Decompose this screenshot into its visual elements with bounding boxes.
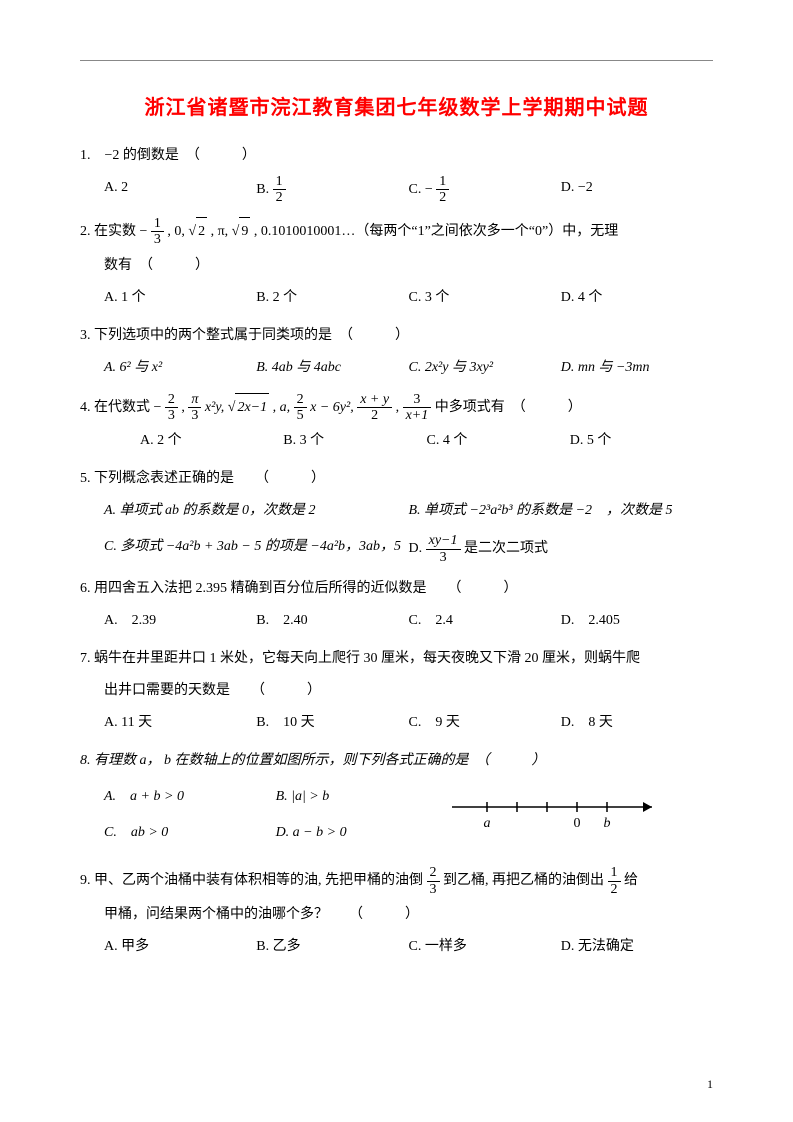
q8-stem: 8. 有理数 a， b 在数轴上的位置如图所示，则下列各式正确的是 （ ） <box>80 747 713 775</box>
nl-b: b <box>604 816 611 831</box>
q4-opt-d: D. 5 个 <box>570 427 713 455</box>
q5-opt-d: D. xy−13 是二次二项式 <box>409 533 714 565</box>
number-line-svg: a 0 b <box>447 789 667 831</box>
q7-opt-b: B. 10 天 <box>256 709 408 737</box>
q6-opt-c: C. 2.4 <box>409 607 561 635</box>
q5-options-row1: A. 单项式 ab 的系数是 0，次数是 2 B. 单项式 −2³a²b³ 的系… <box>104 497 713 525</box>
q1-stem: 1. −2 的倒数是 （ ） <box>80 142 713 170</box>
q6-opt-b: B. 2.40 <box>256 607 408 635</box>
nl-a: a <box>484 816 491 831</box>
q6-opt-a: A. 2.39 <box>104 607 256 635</box>
q4-options: A. 2 个 B. 3 个 C. 4 个 D. 5 个 <box>140 427 713 455</box>
q2-opt-b: B. 2 个 <box>256 284 408 312</box>
q1-opt-b: B. 12 <box>256 174 408 206</box>
q3-options: A. 6² 与 x² B. 4ab 与 4abc C. 2x²y 与 3xy² … <box>104 354 713 382</box>
q8-number-line: a 0 b <box>447 779 713 855</box>
q1-c-frac: 12 <box>436 174 449 206</box>
page-number: 1 <box>707 1077 713 1092</box>
q1-opt-a: A. 2 <box>104 174 256 206</box>
q7-opt-a: A. 11 天 <box>104 709 256 737</box>
q4-opt-a: A. 2 个 <box>140 427 283 455</box>
q2-stem-2: 数有 （ ） <box>104 252 713 280</box>
question-4: 4. 在代数式 − 23 , π3 x²y, √2x−1 , a, 25 x −… <box>80 392 713 456</box>
q9-opt-d: D. 无法确定 <box>561 933 713 961</box>
q9-stem-2: 甲桶，问结果两个桶中的油哪个多？ （ ） <box>104 901 713 929</box>
top-rule <box>80 60 713 61</box>
q7-opt-c: C. 9 天 <box>409 709 561 737</box>
q9-opt-c: C. 一样多 <box>409 933 561 961</box>
q3-opt-a: A. 6² 与 x² <box>104 354 256 382</box>
q2-sqrt2: √2 <box>188 217 207 246</box>
q2-frac1: 13 <box>151 216 164 248</box>
q8-opt-c: C. ab > 0 <box>104 819 276 847</box>
q8-opt-a: A. a + b > 0 <box>104 783 276 811</box>
q1-c-pre: C. − <box>409 182 433 197</box>
q1-options: A. 2 B. 12 C. − 12 D. −2 <box>104 174 713 206</box>
q3-opt-d: D. mn 与 −3mn <box>561 354 713 382</box>
q8-opt-d: D. a − b > 0 <box>276 819 448 847</box>
question-3: 3. 下列选项中的两个整式属于同类项的是 （ ） A. 6² 与 x² B. 4… <box>80 322 713 382</box>
question-9: 9. 甲、乙两个油桶中装有体积相等的油, 先把甲桶的油倒 23 到乙桶, 再把乙… <box>80 865 713 961</box>
question-5: 5. 下列概念表述正确的是 （ ） A. 单项式 ab 的系数是 0，次数是 2… <box>80 465 713 565</box>
q7-options: A. 11 天 B. 10 天 C. 9 天 D. 8 天 <box>104 709 713 737</box>
q5-opt-c: C. 多项式 −4a²b + 3ab − 5 的项是 −4a²b，3ab，5 <box>104 533 409 565</box>
q5-options-row2: C. 多项式 −4a²b + 3ab − 5 的项是 −4a²b，3ab，5 D… <box>104 533 713 565</box>
question-7: 7. 蜗牛在井里距井口 1 米处，它每天向上爬行 30 厘米，每天夜晚又下滑 2… <box>80 645 713 737</box>
q2-opt-d: D. 4 个 <box>561 284 713 312</box>
q6-options: A. 2.39 B. 2.40 C. 2.4 D. 2.405 <box>104 607 713 635</box>
q2-sqrt9: √9 <box>232 217 251 246</box>
q8-opt-b: B. |a| > b <box>276 783 448 811</box>
q1-b-frac: 12 <box>273 174 286 206</box>
exam-title: 浙江省诸暨市浣江教育集团七年级数学上学期期中试题 <box>80 91 713 120</box>
q3-opt-b: B. 4ab 与 4abc <box>256 354 408 382</box>
q7-opt-d: D. 8 天 <box>561 709 713 737</box>
q7-stem-1: 7. 蜗牛在井里距井口 1 米处，它每天向上爬行 30 厘米，每天夜晚又下滑 2… <box>80 645 713 673</box>
q2-opt-a: A. 1 个 <box>104 284 256 312</box>
q4-opt-c: C. 4 个 <box>427 427 570 455</box>
q7-stem-2: 出井口需要的天数是 （ ） <box>104 677 713 705</box>
q9-opt-a: A. 甲多 <box>104 933 256 961</box>
q1-opt-d: D. −2 <box>561 174 713 206</box>
question-1: 1. −2 的倒数是 （ ） A. 2 B. 12 C. − 12 D. −2 <box>80 142 713 206</box>
q3-stem: 3. 下列选项中的两个整式属于同类项的是 （ ） <box>80 322 713 350</box>
q2-stem: 2. 在实数 − 13 , 0, √2 , π, √9 , 0.10100100… <box>80 216 713 248</box>
q6-opt-d: D. 2.405 <box>561 607 713 635</box>
nl-zero: 0 <box>574 816 581 831</box>
q3-opt-c: C. 2x²y 与 3xy² <box>409 354 561 382</box>
question-8: 8. 有理数 a， b 在数轴上的位置如图所示，则下列各式正确的是 （ ） A.… <box>80 747 713 855</box>
q9-stem-1: 9. 甲、乙两个油桶中装有体积相等的油, 先把甲桶的油倒 23 到乙桶, 再把乙… <box>80 865 713 897</box>
q4-opt-b: B. 3 个 <box>283 427 426 455</box>
q6-stem: 6. 用四舍五入法把 2.395 精确到百分位后所得的近似数是 （ ） <box>80 575 713 603</box>
q2-opt-c: C. 3 个 <box>409 284 561 312</box>
question-6: 6. 用四舍五入法把 2.395 精确到百分位后所得的近似数是 （ ） A. 2… <box>80 575 713 635</box>
q8-opts-row2: C. ab > 0 D. a − b > 0 <box>104 819 447 847</box>
q8-opts-row1: A. a + b > 0 B. |a| > b <box>104 783 447 811</box>
question-2: 2. 在实数 − 13 , 0, √2 , π, √9 , 0.10100100… <box>80 216 713 312</box>
q1-opt-c: C. − 12 <box>409 174 561 206</box>
q5-opt-a: A. 单项式 ab 的系数是 0，次数是 2 <box>104 497 409 525</box>
q4-stem: 4. 在代数式 − 23 , π3 x²y, √2x−1 , a, 25 x −… <box>80 392 713 424</box>
q9-opt-b: B. 乙多 <box>256 933 408 961</box>
q2-options: A. 1 个 B. 2 个 C. 3 个 D. 4 个 <box>104 284 713 312</box>
q5-stem: 5. 下列概念表述正确的是 （ ） <box>80 465 713 493</box>
q9-options: A. 甲多 B. 乙多 C. 一样多 D. 无法确定 <box>104 933 713 961</box>
q1-b-pre: B. <box>256 182 272 197</box>
q5-opt-b: B. 单项式 −2³a²b³ 的系数是 −2 ，次数是 5 <box>409 497 714 525</box>
